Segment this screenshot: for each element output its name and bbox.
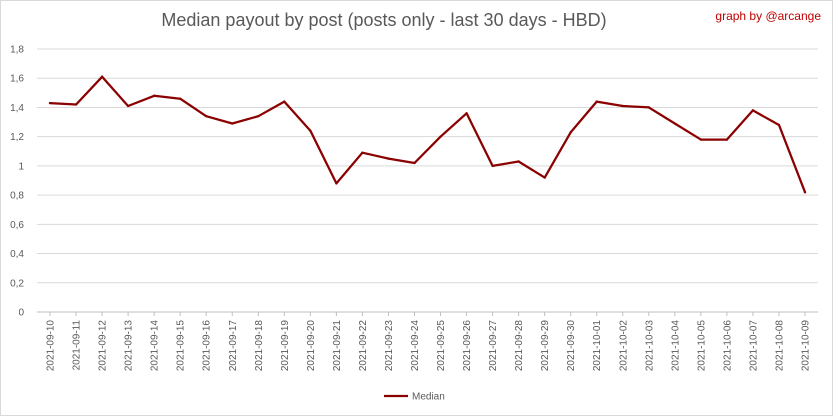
x-tick-label: 2021-09-26: [462, 320, 473, 372]
gridlines: [37, 48, 818, 313]
y-tick-label: 1,2: [10, 132, 24, 143]
y-tick-label: 1,8: [10, 45, 24, 56]
data-point: [673, 122, 677, 125]
x-tick-label: 2021-09-21: [332, 320, 343, 372]
x-tick-label: 2021-10-05: [696, 320, 707, 372]
x-tick-label: 2021-09-23: [384, 320, 395, 372]
x-tick-label: 2021-09-22: [358, 320, 369, 372]
x-tick-label: 2021-10-02: [618, 320, 629, 372]
data-point: [387, 157, 390, 160]
data-point: [48, 101, 52, 105]
x-tick-label: 2021-10-01: [592, 320, 603, 372]
data-point: [178, 97, 182, 100]
y-tick-label: 0: [18, 308, 24, 319]
data-point: [413, 161, 416, 165]
y-tick-label: 0,6: [10, 220, 24, 231]
data-point: [595, 100, 598, 103]
data-point: [803, 190, 807, 194]
data-point: [100, 75, 104, 78]
y-tick-label: 1: [18, 161, 24, 172]
data-point: [205, 115, 208, 118]
x-tick-label: 2021-09-17: [228, 320, 239, 372]
x-tick-label: 2021-10-06: [722, 320, 733, 372]
series-line-median: [48, 75, 807, 194]
y-tick-label: 0,2: [10, 278, 24, 289]
data-point: [543, 176, 546, 179]
x-tick-label: 2021-09-11: [72, 320, 83, 371]
data-point: [257, 115, 260, 118]
x-tick-label: 2021-09-29: [540, 320, 551, 372]
x-tick-label: 2021-09-15: [176, 320, 187, 372]
data-point: [491, 164, 494, 168]
series-layer: [48, 75, 807, 194]
x-tick-label: 2021-09-16: [202, 320, 213, 372]
data-point: [725, 138, 729, 141]
data-point: [231, 122, 234, 125]
x-tick-label: 2021-09-30: [566, 320, 577, 372]
chart-title: Median payout by post (posts only - last…: [161, 10, 607, 30]
data-point: [309, 129, 312, 133]
data-point: [74, 103, 78, 106]
legend: Median: [384, 392, 445, 403]
y-tick-label: 1,4: [10, 103, 24, 114]
data-point: [152, 94, 156, 97]
data-point: [439, 135, 442, 138]
data-point: [777, 123, 781, 127]
x-tick-label: 2021-09-27: [488, 320, 499, 372]
data-point: [283, 100, 286, 103]
y-tick-label: 1,6: [10, 74, 24, 85]
x-tick-label: 2021-09-14: [150, 320, 161, 372]
x-tick-label: 2021-10-04: [670, 320, 681, 372]
x-tick-label: 2021-10-03: [644, 320, 655, 372]
data-point: [569, 131, 572, 134]
credit-label: graph by @arcange: [715, 9, 821, 23]
x-tick-label: 2021-09-20: [306, 320, 317, 372]
data-point: [465, 112, 468, 115]
data-point: [335, 182, 338, 185]
x-tick-label: 2021-10-07: [748, 320, 759, 372]
x-tick-label: 2021-10-08: [774, 320, 785, 372]
y-axis-ticks: 0 0,2 0,4 0,6 0,8 1 1,2 1,4 1,6 1,8: [10, 45, 24, 319]
legend-label-median: Median: [412, 392, 445, 403]
x-axis-ticks: 2021-09-10 2021-09-11 2021-09-12 2021-09-13…: [46, 312, 811, 372]
data-point: [517, 160, 520, 163]
data-point: [647, 106, 650, 109]
data-point: [126, 104, 130, 108]
data-point: [751, 109, 755, 112]
x-tick-label: 2021-09-24: [410, 320, 421, 372]
x-tick-label: 2021-09-28: [514, 320, 525, 372]
x-tick-label: 2021-09-19: [280, 320, 291, 372]
x-tick-label: 2021-09-10: [46, 320, 57, 372]
y-tick-label: 0,4: [10, 249, 24, 260]
data-point: [621, 104, 624, 108]
y-tick-label: 0,8: [10, 191, 24, 202]
data-point: [699, 138, 703, 141]
x-tick-label: 2021-10-09: [800, 320, 811, 372]
x-tick-label: 2021-09-13: [124, 320, 135, 372]
data-point: [361, 151, 364, 154]
x-tick-label: 2021-09-18: [254, 320, 265, 372]
x-tick-label: 2021-09-25: [436, 320, 447, 372]
x-tick-label: 2021-09-12: [98, 320, 109, 372]
